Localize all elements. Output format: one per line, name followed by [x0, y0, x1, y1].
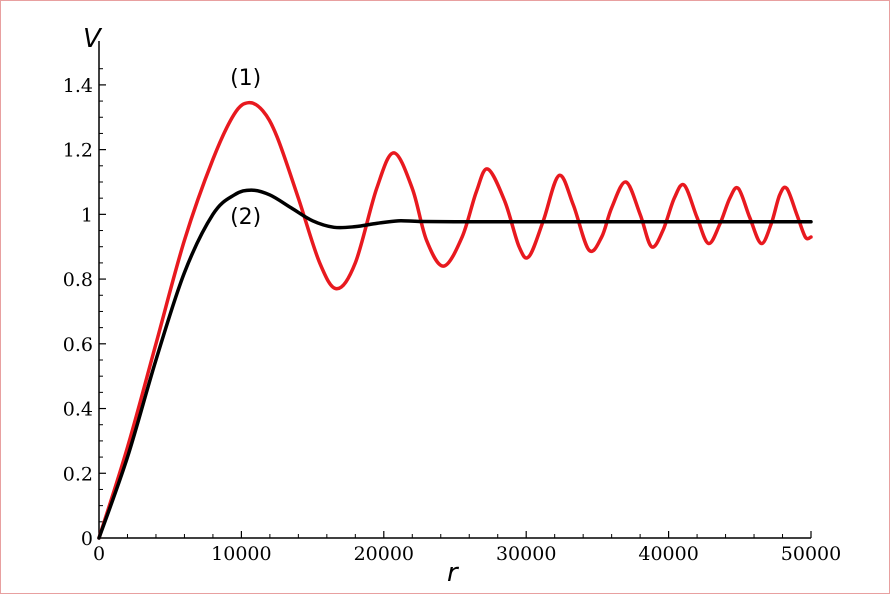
x-tick-label: 10000	[211, 543, 271, 565]
x-tick-label: 50000	[781, 543, 841, 565]
y-tick-label: 1.2	[63, 140, 93, 162]
curve-label-1: (1)	[230, 66, 261, 91]
y-tick-label: 0.4	[63, 399, 93, 421]
x-axis-title: r	[447, 558, 460, 588]
curve-label-2: (2)	[230, 205, 261, 230]
series-group	[97, 100, 813, 540]
y-tick-label: 0.6	[63, 334, 93, 356]
x-tick-label: 30000	[496, 543, 556, 565]
y-tick-label: 0	[81, 528, 93, 550]
x-tick-label: 20000	[354, 543, 414, 565]
y-tick-label: 0.8	[63, 269, 93, 291]
y-tick-label: 0.2	[63, 463, 93, 485]
annotation-group: (1) (2)	[230, 66, 261, 230]
tick-group: 0 0.2 0.4 0.6 0.8 1 1.2 1.4 0 10000 20000 30000 4000…	[63, 68, 841, 565]
series-line-1	[97, 100, 813, 540]
axes: V r	[83, 24, 811, 588]
series-line-2	[97, 188, 813, 540]
y-tick-label: 1	[81, 204, 93, 226]
y-axis-title: V	[83, 24, 103, 54]
x-tick-label: 0	[93, 543, 105, 565]
x-tick-label: 40000	[638, 543, 698, 565]
y-tick-label: 1.4	[63, 75, 93, 97]
